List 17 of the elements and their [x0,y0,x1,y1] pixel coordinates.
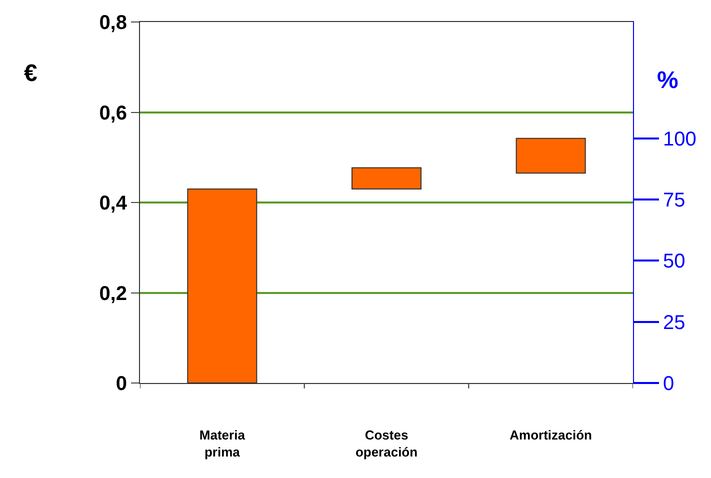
y2-axis-title: % [657,67,678,94]
bar [516,138,586,174]
y2-tick-label: 100 [663,128,696,150]
y2-tick-label: 75 [663,190,686,212]
y-axis-title: € [24,60,38,87]
y2-tick-label: 25 [663,312,686,334]
y-tick-label: 0,4 [99,192,128,214]
y-tick-label: 0 [116,373,127,395]
y-tick-label: 0,6 [99,102,127,124]
y2-tick-label: 50 [663,250,686,273]
x-tick-label: Materia prima [199,428,246,460]
y-tick-label: 0,2 [99,282,127,305]
y-tick-label: 0,8 [99,12,127,34]
bar [351,167,422,190]
x-tick-label: Costes operación [355,428,418,460]
x-tick-label: Amortización [510,428,592,443]
y2-tick-label: 0 [663,373,674,395]
